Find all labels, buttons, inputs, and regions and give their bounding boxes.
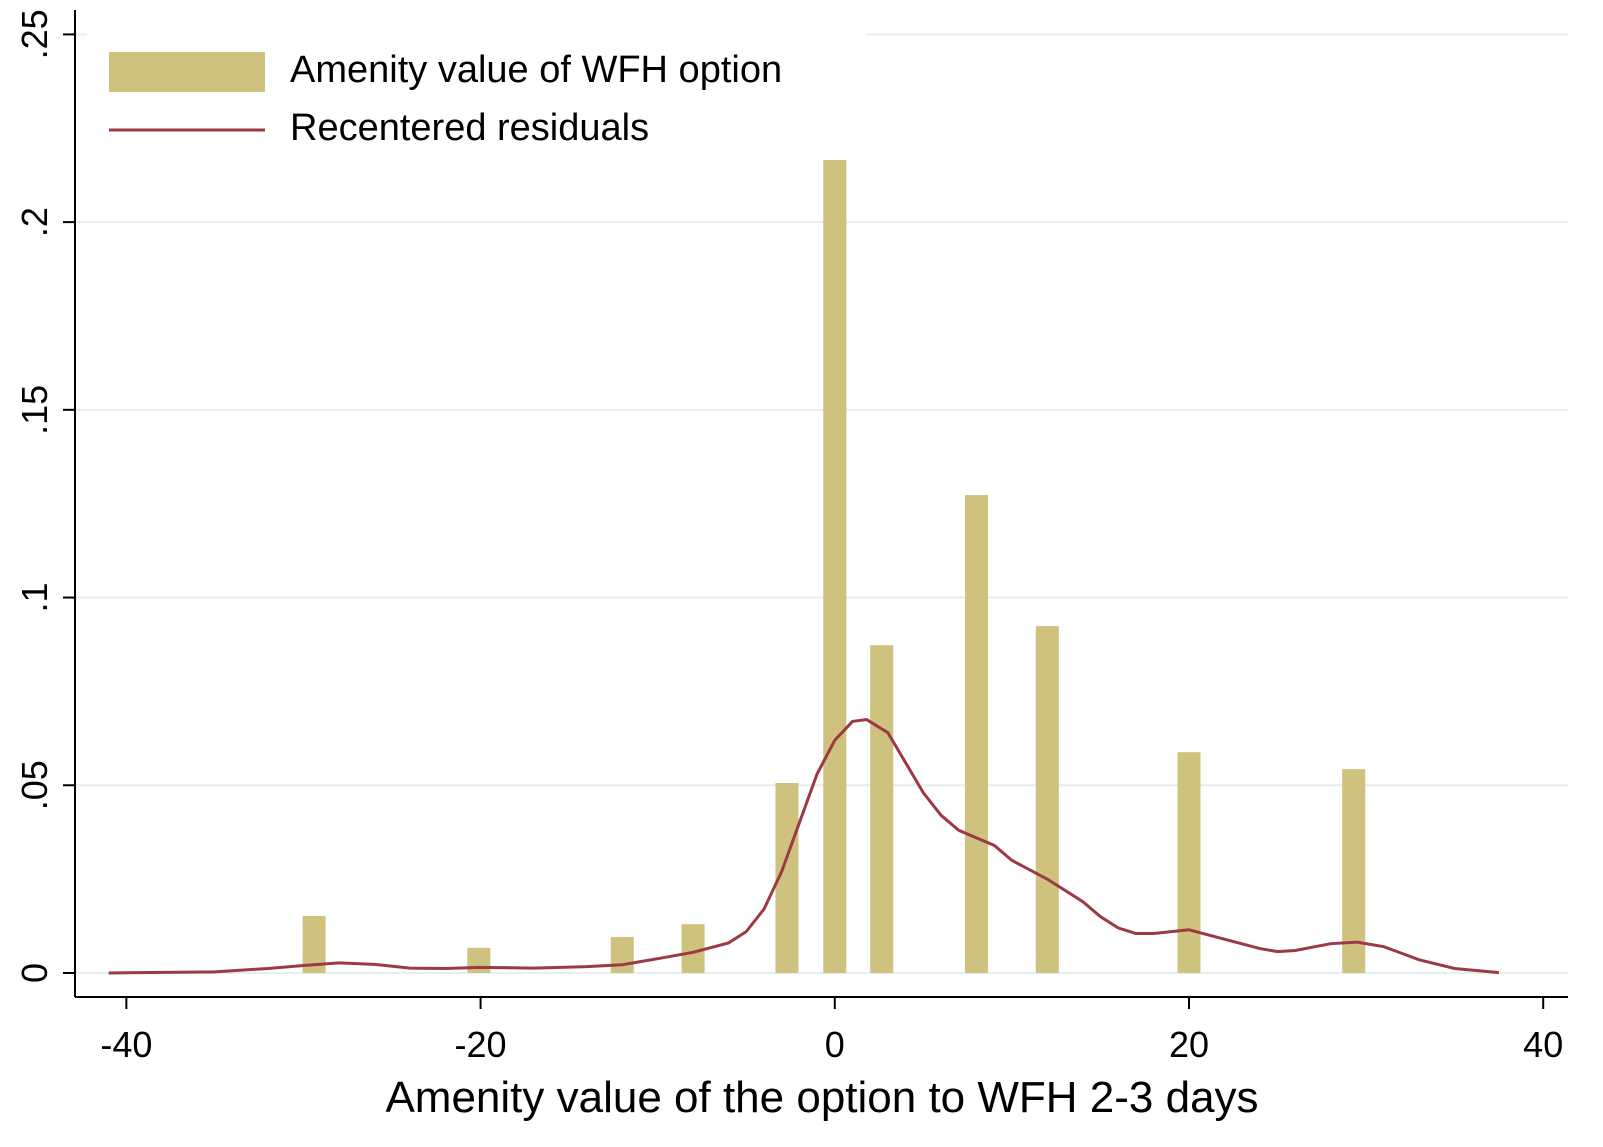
x-tick-label: -40 (100, 1024, 152, 1065)
line (108, 718, 1500, 975)
bar (1342, 769, 1366, 973)
marks (108, 158, 1500, 975)
x-tick-label: 20 (1169, 1024, 1209, 1065)
x-tick-label: 0 (825, 1024, 845, 1065)
bar (681, 924, 705, 973)
bar (302, 915, 326, 973)
y-tick-label: .15 (14, 385, 55, 435)
legend: Amenity value of WFH option Recentered re… (87, 30, 867, 160)
y-tick-label: .2 (14, 207, 55, 237)
x-axis-label: Amenity value of the option to WFH 2-3 d… (385, 1073, 1258, 1122)
bar (775, 783, 799, 973)
y-tick-label: .1 (14, 583, 55, 613)
y-tick-label: .05 (14, 760, 55, 810)
y-tick-label: 0 (14, 963, 55, 983)
bar (823, 158, 847, 973)
axes: 0 .05 .1 .15 .2 .25 -40 -20 0 20 40 (14, 9, 1568, 1065)
y-tick-label: .25 (14, 9, 55, 59)
bar (467, 947, 491, 973)
bar (964, 495, 988, 973)
legend-label: Recentered residuals (290, 107, 649, 149)
x-tick-label: -20 (455, 1024, 507, 1065)
bar (1035, 626, 1059, 973)
bar (870, 645, 894, 973)
bar (1177, 752, 1201, 973)
legend-label: Amenity value of WFH option (290, 49, 782, 91)
x-tick-label: 40 (1523, 1024, 1563, 1065)
legend-swatch (109, 52, 265, 92)
legend-box (87, 30, 867, 160)
bar (610, 936, 634, 973)
